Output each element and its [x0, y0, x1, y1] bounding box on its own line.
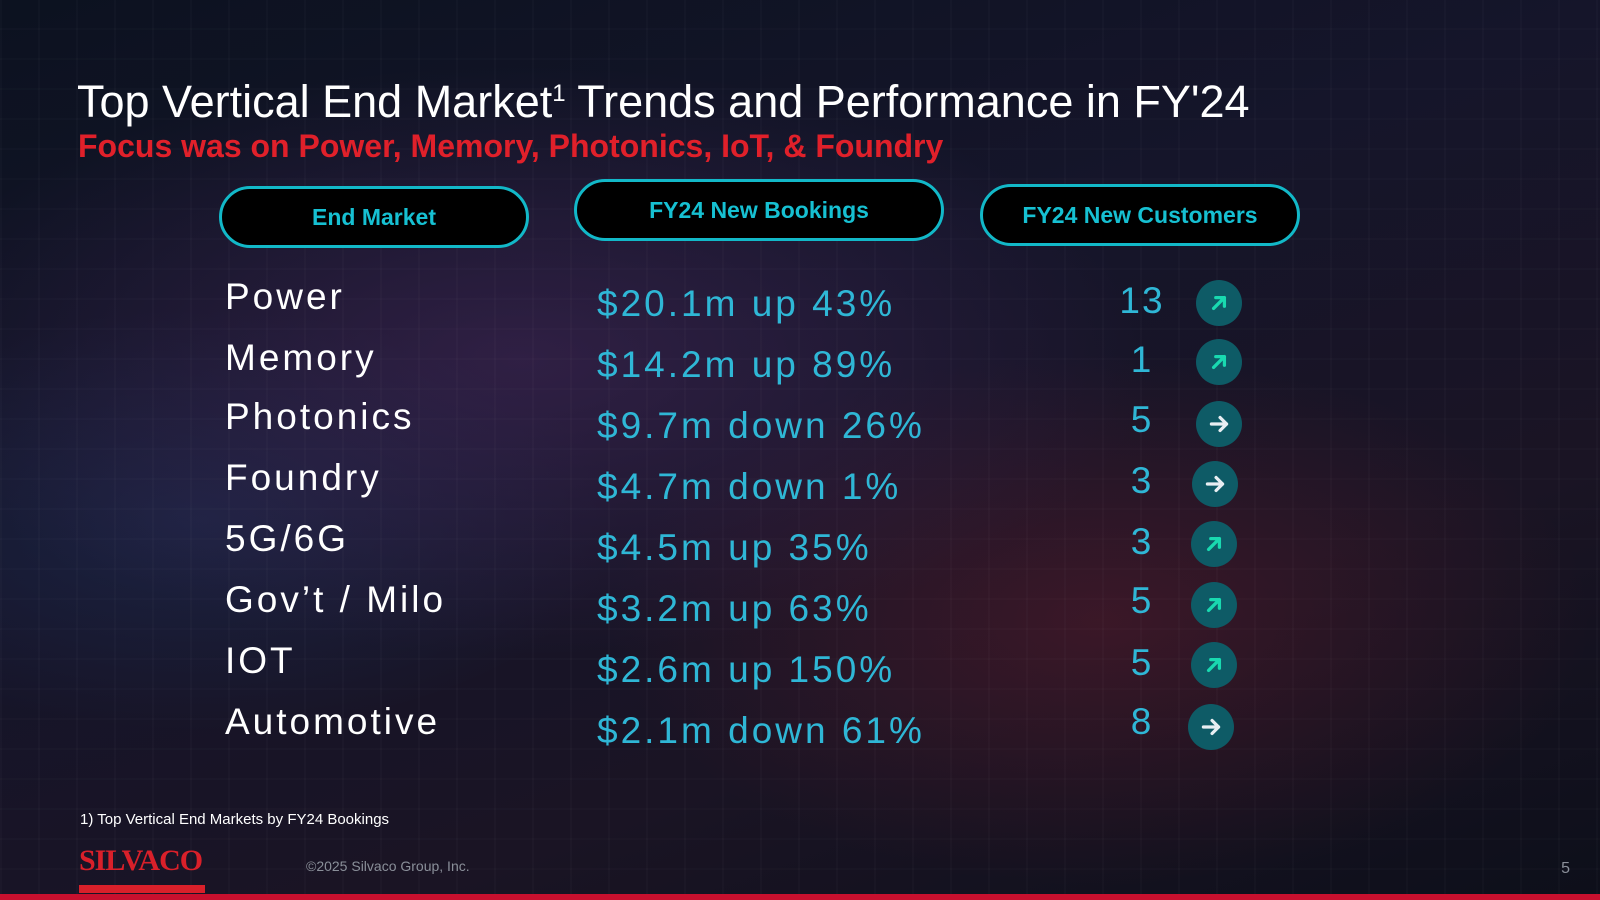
silvaco-logo: SILVACO	[79, 844, 203, 877]
bookings-value: $20.1m up 43%	[597, 283, 896, 324]
market-label: Power	[225, 276, 345, 317]
customers-header: FY24 New Customers	[980, 184, 1300, 246]
arrow-up-right-icon	[1206, 657, 1222, 673]
trend-indicator	[1196, 280, 1242, 326]
trend-indicator	[1191, 642, 1237, 688]
end-market-header: End Market	[219, 186, 529, 248]
arrow-up-right-icon	[1211, 354, 1227, 370]
bottom-accent-bar	[0, 894, 1600, 900]
page-subtitle: Focus was on Power, Memory, Photonics, I…	[78, 128, 944, 164]
trend-indicator	[1196, 401, 1242, 447]
page-number: 5	[1561, 860, 1570, 877]
trend-indicator	[1196, 339, 1242, 385]
customers-value: 13	[1119, 280, 1165, 321]
arrow-right-icon	[1201, 718, 1221, 736]
trend-indicator	[1188, 704, 1234, 750]
market-label: Memory	[225, 337, 377, 378]
market-label: Foundry	[225, 457, 382, 498]
arrow-up-right-icon	[1211, 295, 1227, 311]
logo-underline	[79, 885, 205, 893]
bookings-header: FY24 New Bookings	[574, 179, 944, 241]
market-label: Automotive	[225, 701, 441, 742]
bookings-value: $2.6m up 150%	[597, 649, 896, 690]
trend-indicator	[1191, 582, 1237, 628]
arrow-up-right-icon	[1206, 536, 1222, 552]
customers-value: 1	[1130, 339, 1154, 380]
market-label: Photonics	[225, 396, 415, 437]
footnote: 1) Top Vertical End Markets by FY24 Book…	[80, 811, 390, 828]
customers-value: 5	[1130, 580, 1154, 621]
bookings-value: $14.2m up 89%	[597, 344, 896, 385]
copyright: ©2025 Silvaco Group, Inc.	[306, 858, 470, 874]
bookings-value: $4.5m up 35%	[597, 527, 872, 568]
arrow-right-icon	[1209, 415, 1229, 433]
customers-value: 3	[1130, 521, 1154, 562]
market-label: Gov’t / Milo	[225, 579, 447, 620]
arrow-right-icon	[1205, 475, 1225, 493]
trend-indicator	[1192, 461, 1238, 507]
market-label: IOT	[225, 640, 296, 681]
bookings-value: $2.1m down 61%	[597, 710, 925, 751]
customers-value: 3	[1130, 460, 1154, 501]
page-title: Top Vertical End Market1 Trends and Perf…	[77, 76, 1250, 127]
bookings-value: $4.7m down 1%	[597, 466, 902, 507]
customers-value: 5	[1130, 642, 1154, 683]
market-label: 5G/6G	[225, 518, 349, 559]
bookings-value: $3.2m up 63%	[597, 588, 872, 629]
arrow-up-right-icon	[1206, 597, 1222, 613]
bookings-value: $9.7m down 26%	[597, 405, 925, 446]
customers-value: 8	[1130, 701, 1154, 742]
trend-indicator	[1191, 521, 1237, 567]
customers-value: 5	[1130, 399, 1154, 440]
